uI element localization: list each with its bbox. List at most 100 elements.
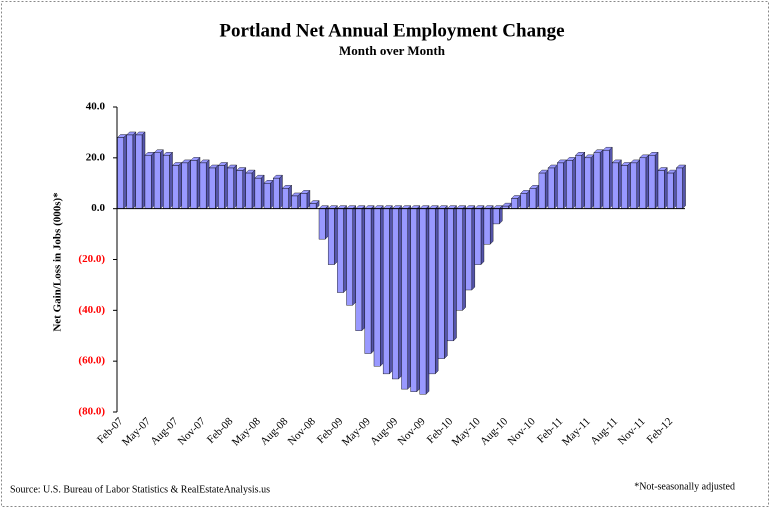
bar bbox=[199, 159, 210, 210]
bar-side bbox=[489, 205, 494, 245]
bar bbox=[446, 205, 457, 342]
y-tick-label: (20.0) bbox=[78, 253, 105, 265]
bar bbox=[336, 205, 348, 294]
bar bbox=[309, 200, 320, 210]
bar-side bbox=[160, 149, 164, 210]
bar-side bbox=[270, 179, 274, 210]
bar-side bbox=[535, 184, 540, 210]
bar-front bbox=[657, 170, 665, 209]
bar-side bbox=[554, 164, 558, 210]
bar-front bbox=[117, 137, 124, 209]
bar bbox=[455, 205, 467, 311]
bar-front bbox=[282, 188, 289, 209]
bar-side bbox=[361, 205, 366, 332]
bar-side bbox=[178, 161, 182, 210]
bar-front bbox=[199, 162, 207, 209]
bar-front bbox=[492, 208, 500, 225]
bar-front bbox=[181, 162, 189, 209]
bar bbox=[520, 189, 531, 210]
bar-front bbox=[447, 208, 454, 342]
bar-side bbox=[398, 205, 402, 380]
bar-front bbox=[236, 170, 243, 209]
bar bbox=[391, 205, 403, 380]
bar-side bbox=[205, 159, 210, 210]
bar-front bbox=[419, 208, 427, 395]
bar bbox=[428, 205, 439, 375]
bar bbox=[437, 205, 448, 360]
chart-title: Portland Net Annual Employment Change bbox=[219, 20, 564, 41]
bar-front bbox=[666, 172, 674, 209]
bar bbox=[217, 161, 228, 210]
bar-side bbox=[233, 164, 237, 210]
bar bbox=[171, 161, 183, 210]
bar-front bbox=[465, 208, 473, 291]
bar bbox=[620, 161, 632, 210]
bar-front bbox=[611, 162, 619, 209]
bar-side bbox=[599, 149, 604, 210]
bar bbox=[245, 169, 256, 210]
bar bbox=[400, 205, 412, 390]
bar-front bbox=[208, 167, 216, 209]
bar-front bbox=[373, 208, 381, 367]
bar bbox=[181, 159, 192, 210]
bar-side bbox=[187, 159, 192, 210]
bar bbox=[382, 205, 393, 375]
bar-front bbox=[144, 155, 152, 209]
bar-side bbox=[343, 205, 347, 294]
bar-front bbox=[621, 165, 628, 209]
bar-side bbox=[416, 205, 421, 393]
bar-side bbox=[224, 161, 228, 210]
bar-front bbox=[648, 155, 656, 209]
bar-front bbox=[337, 208, 344, 293]
bar bbox=[346, 205, 357, 306]
bar-front bbox=[483, 208, 491, 245]
bar-side bbox=[664, 167, 668, 210]
bar-front bbox=[557, 162, 564, 209]
bar bbox=[584, 154, 595, 210]
bar bbox=[318, 205, 329, 240]
bar-front bbox=[245, 172, 253, 209]
bar bbox=[565, 156, 577, 210]
bar-side bbox=[196, 156, 201, 210]
bar bbox=[611, 159, 622, 210]
bar-front bbox=[428, 208, 436, 375]
bar-front bbox=[511, 198, 518, 209]
bar-front bbox=[593, 152, 601, 209]
bar-side bbox=[563, 159, 567, 210]
bar-side bbox=[123, 134, 127, 210]
bar-front bbox=[382, 208, 390, 375]
bar-front bbox=[392, 208, 399, 380]
bar bbox=[355, 205, 366, 332]
bar-side bbox=[636, 159, 640, 210]
bar-front bbox=[254, 177, 262, 209]
bar bbox=[272, 174, 283, 210]
bar-side bbox=[444, 205, 448, 360]
y-tick-label: (60.0) bbox=[78, 355, 105, 367]
bar bbox=[126, 131, 137, 210]
bar-front bbox=[538, 172, 546, 209]
bar-front bbox=[630, 162, 637, 209]
y-tick-label: (80.0) bbox=[78, 406, 105, 418]
bar-side bbox=[434, 205, 439, 375]
bar-front bbox=[327, 208, 335, 265]
bar bbox=[666, 169, 677, 210]
bar bbox=[135, 131, 146, 210]
bar-side bbox=[618, 159, 622, 210]
y-axis-label: Net Gain/Loss in Jobs (000s)* bbox=[52, 192, 64, 332]
bar bbox=[602, 146, 613, 210]
y-tick-label: 20.0 bbox=[86, 151, 106, 163]
bar bbox=[300, 189, 311, 210]
source: Source: U.S. Bureau of Labor Statistics … bbox=[10, 484, 270, 495]
y-tick-label: (40.0) bbox=[78, 304, 105, 316]
bar-side bbox=[325, 205, 329, 240]
bar bbox=[153, 149, 164, 210]
bar-side bbox=[581, 151, 585, 210]
bar-front bbox=[163, 155, 170, 209]
bar-side bbox=[288, 184, 292, 210]
bar bbox=[510, 195, 522, 210]
bar bbox=[226, 164, 238, 210]
bar bbox=[593, 149, 604, 210]
bar-front bbox=[639, 157, 647, 209]
bar-front bbox=[474, 208, 482, 265]
